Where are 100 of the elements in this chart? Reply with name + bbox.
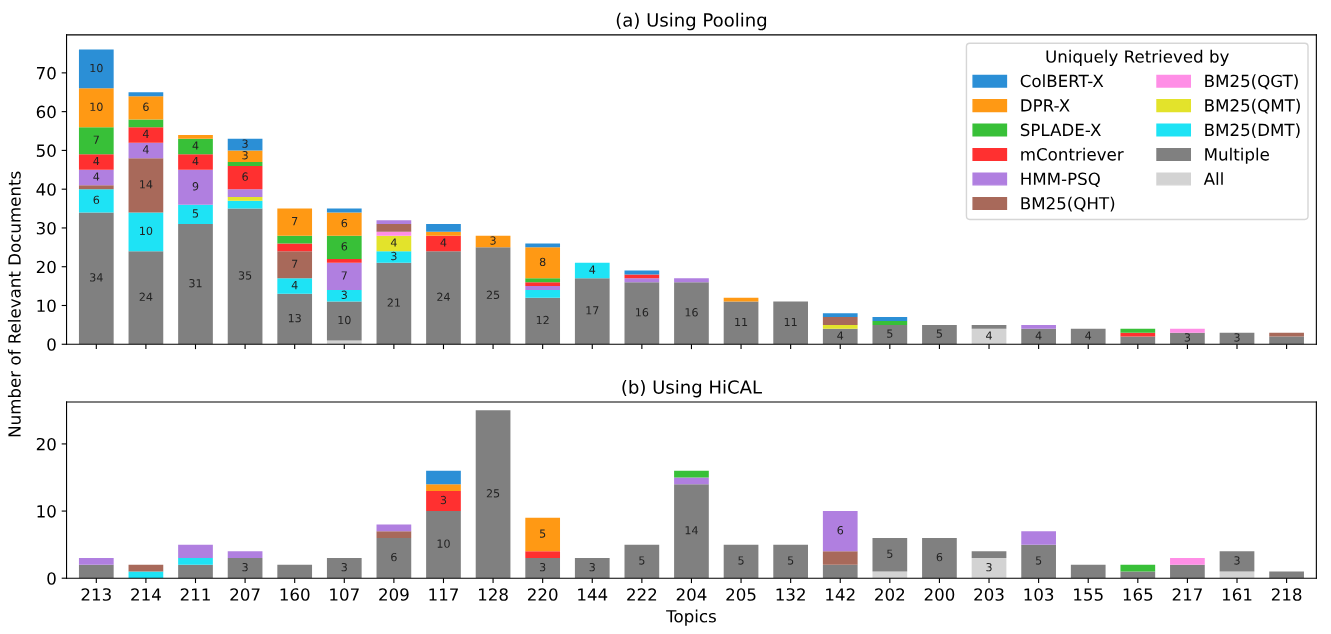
bar <box>872 324 908 345</box>
bar <box>326 235 362 259</box>
bar <box>872 317 908 321</box>
bar <box>277 235 313 244</box>
bar <box>128 142 164 159</box>
bar <box>326 289 362 302</box>
data-label: 6 <box>837 526 844 535</box>
bar <box>525 517 561 552</box>
bar <box>1170 564 1205 579</box>
bar <box>326 340 362 345</box>
data-label: 10 <box>140 226 153 236</box>
bar <box>78 169 114 186</box>
y-tick-label: 20 <box>36 260 56 274</box>
data-label: 24 <box>437 292 450 301</box>
bar <box>128 212 164 252</box>
bar <box>277 208 313 236</box>
bar <box>426 231 461 236</box>
data-label: 6 <box>391 552 397 562</box>
data-label: 3 <box>986 562 992 572</box>
bar <box>326 558 362 579</box>
data-label: 3 <box>341 562 347 572</box>
legend-label: Multiple <box>1205 147 1269 164</box>
x-tick-label: 165 <box>1123 588 1153 601</box>
bar <box>1021 324 1056 329</box>
legend-label: HMM-PSQ <box>1021 172 1100 187</box>
x-tick-label: 207 <box>230 588 260 601</box>
bar <box>128 119 164 128</box>
legend-label: DPR-X <box>1021 99 1070 112</box>
bar <box>922 537 957 579</box>
legend-label: BM25(QHT) <box>1021 196 1115 212</box>
bar <box>227 196 263 201</box>
x-tick-label: 211 <box>180 588 210 601</box>
bar <box>277 251 313 279</box>
bar <box>376 524 412 532</box>
bar <box>822 317 858 325</box>
data-label: 16 <box>636 308 649 317</box>
data-label: 3 <box>539 562 546 572</box>
bar <box>525 289 561 298</box>
bar <box>1219 551 1255 572</box>
legend-label: mContriever <box>1021 147 1124 161</box>
bar <box>624 544 660 579</box>
data-label: 3 <box>440 495 447 505</box>
bar <box>78 154 114 170</box>
bar <box>426 251 461 345</box>
x-tick-label: 220 <box>527 588 558 601</box>
bar <box>723 544 759 579</box>
x-tick-label: 214 <box>131 588 161 601</box>
bar <box>78 49 114 89</box>
bar <box>178 544 213 559</box>
y-axis-title: Number of Relevant Documents <box>7 171 21 437</box>
data-label: 6 <box>93 195 100 205</box>
data-label: 4 <box>192 157 199 166</box>
bar <box>822 551 858 565</box>
x-tick-label: 155 <box>1074 588 1103 601</box>
data-label: 9 <box>192 182 199 191</box>
data-label: 3 <box>242 562 248 572</box>
bar <box>178 134 213 139</box>
bar <box>624 282 660 345</box>
x-tick-label: 200 <box>924 588 955 601</box>
bar <box>277 243 313 252</box>
bar <box>872 537 908 572</box>
data-label: 4 <box>93 172 100 181</box>
bar <box>674 484 709 579</box>
bar <box>624 274 660 279</box>
x-tick-label: 203 <box>974 588 1004 601</box>
bar <box>922 324 957 345</box>
bar <box>1120 332 1156 337</box>
bar <box>227 558 263 579</box>
x-tick-label: 204 <box>676 588 707 601</box>
data-label: 4 <box>837 331 844 340</box>
legend-title: Uniquely Retrieved by <box>1046 49 1229 66</box>
bar <box>426 235 461 252</box>
data-label: 7 <box>93 135 99 144</box>
chart-title: (a) Using Pooling <box>616 12 767 31</box>
bar <box>376 531 412 538</box>
y-tick-label: 10 <box>37 299 56 313</box>
data-label: 10 <box>437 539 450 548</box>
bar <box>674 282 709 345</box>
x-tick-label: 213 <box>81 588 111 601</box>
bar <box>525 278 561 283</box>
data-label: 5 <box>639 556 645 565</box>
data-label: 4 <box>440 238 447 247</box>
bar <box>525 551 561 559</box>
data-label: 6 <box>341 242 348 251</box>
data-label: 4 <box>291 281 298 290</box>
bar <box>525 286 561 290</box>
bar <box>178 564 213 579</box>
data-label: 10 <box>338 315 351 325</box>
bar <box>376 231 412 236</box>
x-tick-label: 142 <box>826 588 855 601</box>
bar <box>128 251 164 345</box>
y-tick-label: 30 <box>36 221 56 235</box>
bar <box>178 204 213 225</box>
data-label: 7 <box>292 259 298 268</box>
bar <box>178 169 213 205</box>
data-label: 3 <box>341 290 347 300</box>
data-label: 16 <box>685 308 698 317</box>
bar <box>178 558 213 565</box>
data-label: 25 <box>486 489 500 498</box>
bar <box>674 470 709 478</box>
